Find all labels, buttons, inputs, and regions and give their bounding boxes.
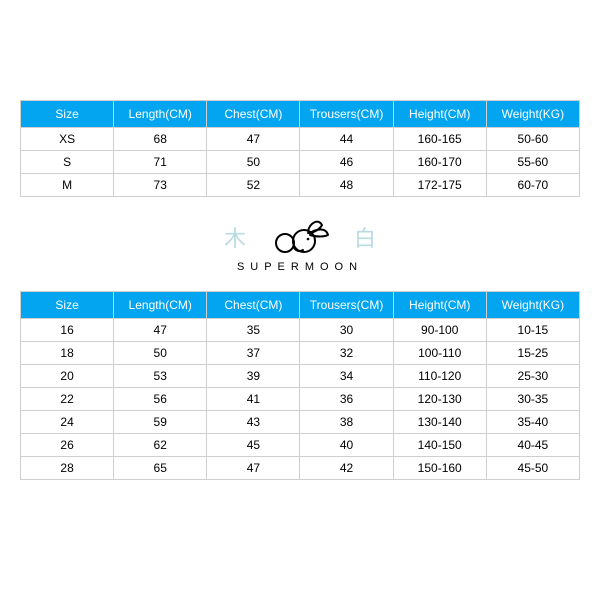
table-header-row: Size Length(CM) Chest(CM) Trousers(CM) H… bbox=[21, 101, 580, 128]
table-row: 26624540140-15040-45 bbox=[21, 434, 580, 457]
size-table-adult-body: XS684744160-16550-60S715046160-17055-60M… bbox=[21, 128, 580, 197]
table-cell: 32 bbox=[300, 342, 393, 365]
table-cell: 62 bbox=[114, 434, 207, 457]
table-cell: 37 bbox=[207, 342, 300, 365]
table-cell: 160-170 bbox=[393, 151, 486, 174]
table-cell: 65 bbox=[114, 457, 207, 480]
table-cell: 16 bbox=[21, 319, 114, 342]
table-cell: 47 bbox=[114, 319, 207, 342]
table-row: 20533934110-12025-30 bbox=[21, 365, 580, 388]
table-cell: 110-120 bbox=[393, 365, 486, 388]
table-cell: 50-60 bbox=[486, 128, 579, 151]
table-cell: 120-130 bbox=[393, 388, 486, 411]
table-cell: 39 bbox=[207, 365, 300, 388]
table-cell: 42 bbox=[300, 457, 393, 480]
col-size: Size bbox=[21, 292, 114, 319]
table-row: 18503732100-11015-25 bbox=[21, 342, 580, 365]
table-row: 28654742150-16045-50 bbox=[21, 457, 580, 480]
table-cell: 41 bbox=[207, 388, 300, 411]
table-row: 22564136120-13030-35 bbox=[21, 388, 580, 411]
table-cell: 15-25 bbox=[486, 342, 579, 365]
table-cell: M bbox=[21, 174, 114, 197]
table-cell: 25-30 bbox=[486, 365, 579, 388]
col-size: Size bbox=[21, 101, 114, 128]
table-cell: 36 bbox=[300, 388, 393, 411]
table-header-row: Size Length(CM) Chest(CM) Trousers(CM) H… bbox=[21, 292, 580, 319]
col-height: Height(CM) bbox=[393, 101, 486, 128]
table-cell: 30-35 bbox=[486, 388, 579, 411]
table-cell: 60-70 bbox=[486, 174, 579, 197]
table-cell: 43 bbox=[207, 411, 300, 434]
col-chest: Chest(CM) bbox=[207, 292, 300, 319]
table-cell: 172-175 bbox=[393, 174, 486, 197]
col-trousers: Trousers(CM) bbox=[300, 101, 393, 128]
table-row: M735248172-17560-70 bbox=[21, 174, 580, 197]
table-cell: 35 bbox=[207, 319, 300, 342]
table-cell: 90-100 bbox=[393, 319, 486, 342]
brand-logo-block: 木 白 SUPERMOON bbox=[20, 219, 580, 273]
table-cell: 38 bbox=[300, 411, 393, 434]
table-cell: 47 bbox=[207, 457, 300, 480]
table-cell: 35-40 bbox=[486, 411, 579, 434]
table-cell: 22 bbox=[21, 388, 114, 411]
table-cell: 140-150 bbox=[393, 434, 486, 457]
table-cell: 52 bbox=[207, 174, 300, 197]
table-cell: 160-165 bbox=[393, 128, 486, 151]
table-row: S715046160-17055-60 bbox=[21, 151, 580, 174]
table-cell: 18 bbox=[21, 342, 114, 365]
brand-logo-row: 木 白 bbox=[224, 219, 376, 255]
table-cell: XS bbox=[21, 128, 114, 151]
table-cell: 40 bbox=[300, 434, 393, 457]
table-row: 24594338130-14035-40 bbox=[21, 411, 580, 434]
col-weight: Weight(KG) bbox=[486, 101, 579, 128]
table-cell: 50 bbox=[207, 151, 300, 174]
table-row: 1647353090-10010-15 bbox=[21, 319, 580, 342]
logo-left-char: 木 bbox=[224, 221, 246, 253]
table-cell: 48 bbox=[300, 174, 393, 197]
table-cell: 100-110 bbox=[393, 342, 486, 365]
table-cell: 40-45 bbox=[486, 434, 579, 457]
col-length: Length(CM) bbox=[114, 292, 207, 319]
col-weight: Weight(KG) bbox=[486, 292, 579, 319]
table-cell: 44 bbox=[300, 128, 393, 151]
table-cell: 46 bbox=[300, 151, 393, 174]
table-cell: 73 bbox=[114, 174, 207, 197]
col-trousers: Trousers(CM) bbox=[300, 292, 393, 319]
table-cell: 56 bbox=[114, 388, 207, 411]
table-cell: 30 bbox=[300, 319, 393, 342]
table-cell: 71 bbox=[114, 151, 207, 174]
size-table-adult: Size Length(CM) Chest(CM) Trousers(CM) H… bbox=[20, 100, 580, 197]
table-cell: 50 bbox=[114, 342, 207, 365]
table-cell: 45-50 bbox=[486, 457, 579, 480]
table-cell: 68 bbox=[114, 128, 207, 151]
table-row: XS684744160-16550-60 bbox=[21, 128, 580, 151]
size-table-kids: Size Length(CM) Chest(CM) Trousers(CM) H… bbox=[20, 291, 580, 480]
logo-right-char: 白 bbox=[354, 221, 376, 253]
col-length: Length(CM) bbox=[114, 101, 207, 128]
table-cell: 45 bbox=[207, 434, 300, 457]
table-cell: 28 bbox=[21, 457, 114, 480]
brand-text: SUPERMOON bbox=[237, 261, 363, 273]
table-cell: 10-15 bbox=[486, 319, 579, 342]
col-height: Height(CM) bbox=[393, 292, 486, 319]
table-cell: 53 bbox=[114, 365, 207, 388]
table-cell: 34 bbox=[300, 365, 393, 388]
table-cell: 20 bbox=[21, 365, 114, 388]
table-cell: 150-160 bbox=[393, 457, 486, 480]
rabbit-icon bbox=[270, 219, 330, 255]
table-cell: 47 bbox=[207, 128, 300, 151]
table-cell: 59 bbox=[114, 411, 207, 434]
table-cell: 26 bbox=[21, 434, 114, 457]
col-chest: Chest(CM) bbox=[207, 101, 300, 128]
table-cell: 55-60 bbox=[486, 151, 579, 174]
table-cell: S bbox=[21, 151, 114, 174]
table-cell: 130-140 bbox=[393, 411, 486, 434]
size-table-kids-body: 1647353090-10010-1518503732100-11015-252… bbox=[21, 319, 580, 480]
table-cell: 24 bbox=[21, 411, 114, 434]
